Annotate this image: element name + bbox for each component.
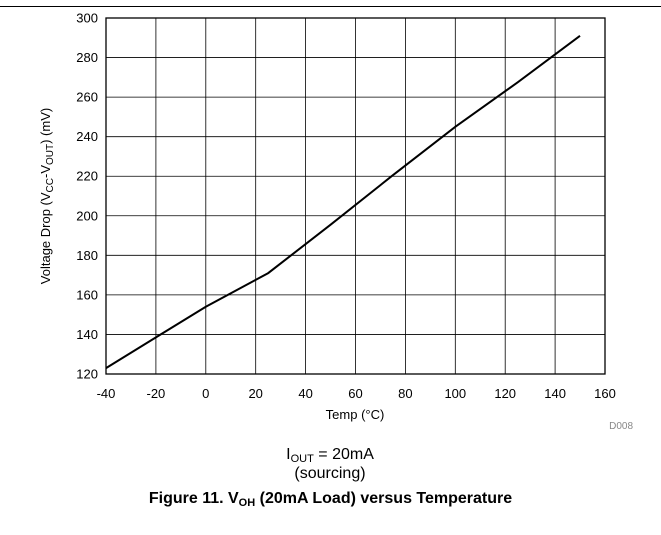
x-tick-label: 0 [202,386,209,401]
load-condition: IOUT = 20mA [286,446,374,465]
x-tick-label: 60 [348,386,362,401]
y-tick-label: 220 [76,169,98,184]
y-tick-label: 160 [76,287,98,302]
x-tick-label: 120 [494,386,516,401]
y-tick-labels: 120 140 160 180 200 220 240 260 280 300 [76,11,98,382]
top-rule [0,6,661,7]
x-tick-label: 80 [398,386,412,401]
y-tick-label: 240 [76,129,98,144]
sourcing-label: (sourcing) [294,465,366,482]
grid [105,17,606,375]
figure-caption: Figure 11. VOH (20mA Load) versus Temper… [148,490,513,509]
voltage-drop-chart: -40 -20 0 20 40 60 80 100 120 140 160 120 140 160 180… [38,11,633,433]
x-tick-label: -20 [147,386,166,401]
plot-frame [105,17,606,375]
y-tick-label: 260 [76,90,98,105]
series-line [105,34,581,369]
y-tick-label: 180 [76,248,98,263]
y-tick-label: 300 [76,11,98,26]
x-tick-label: -40 [97,386,116,401]
figure-code: D008 [609,421,633,432]
series-group [105,34,581,369]
y-tick-label: 200 [76,208,98,223]
x-tick-label: 100 [444,386,466,401]
x-axis-title: Temp (°C) [326,407,385,422]
y-tick-label: 140 [76,327,98,342]
y-axis-title: Voltage Drop (VCC-VOUT) (mV) [38,108,56,284]
y-tick-label: 120 [76,367,98,382]
x-tick-label: 160 [594,386,616,401]
x-tick-labels: -40 -20 0 20 40 60 80 100 120 140 160 [97,386,616,401]
x-tick-label: 20 [248,386,262,401]
x-tick-label: 140 [544,386,566,401]
y-tick-label: 280 [76,50,98,65]
x-tick-label: 40 [298,386,312,401]
